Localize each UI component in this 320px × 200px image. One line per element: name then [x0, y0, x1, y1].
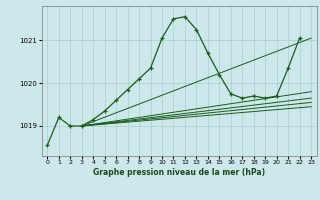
X-axis label: Graphe pression niveau de la mer (hPa): Graphe pression niveau de la mer (hPa): [93, 168, 265, 177]
